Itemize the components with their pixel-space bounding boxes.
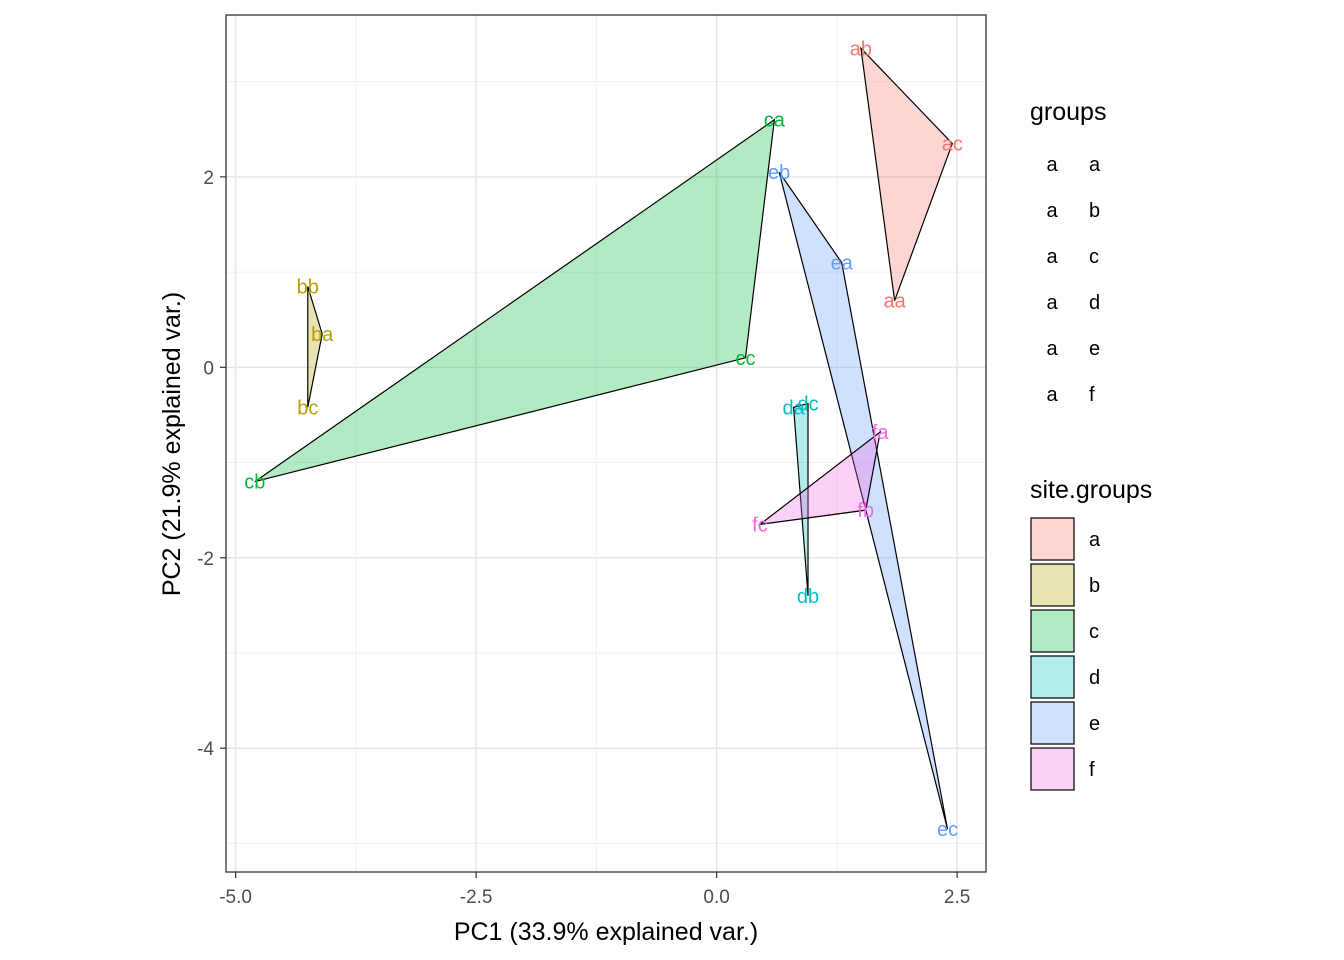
legend-site-label-b: b — [1089, 575, 1100, 597]
legend-groups-label-b: b — [1089, 200, 1100, 222]
legend-site-swatch-b — [1030, 563, 1075, 607]
legend-groups-key-b: a — [1046, 200, 1058, 222]
hull-c — [254, 118, 776, 483]
point-label-da: da — [782, 397, 805, 419]
legend-site-groups: site.groups a b c d e f — [1030, 476, 1152, 791]
legend-site-label-c: c — [1089, 621, 1099, 643]
legend-site-swatch-f — [1030, 747, 1075, 791]
point-label-bc: bc — [297, 397, 318, 419]
legend-site-swatch-a — [1030, 517, 1075, 561]
point-label-cc: cc — [735, 348, 755, 370]
y-axis-title: PC2 (21.9% explained var.) — [158, 292, 186, 596]
legend-site-groups-title: site.groups — [1030, 476, 1152, 504]
point-label-ea: ea — [831, 253, 854, 275]
hull-b — [307, 286, 323, 408]
x-axis-title: PC1 (33.9% explained var.) — [454, 918, 758, 946]
y-tick-label: 0 — [203, 358, 214, 379]
point-label-aa: aa — [883, 291, 906, 313]
legend-groups-label-d: d — [1089, 292, 1100, 314]
x-tick-label: 0.0 — [703, 887, 729, 908]
point-label-bb: bb — [297, 276, 319, 298]
legend-groups-label-e: e — [1089, 338, 1100, 360]
legend-groups-key-d: a — [1046, 292, 1058, 314]
point-label-cb: cb — [244, 472, 265, 494]
legend-site-label-f: f — [1089, 759, 1095, 781]
point-label-ac: ac — [942, 134, 963, 156]
legend-groups-key-a: a — [1046, 154, 1058, 176]
point-label-ba: ba — [311, 324, 334, 346]
point-label-fb: fb — [857, 500, 874, 522]
y-tick-label: -4 — [197, 739, 214, 760]
hull-e — [778, 171, 949, 830]
hull-f — [757, 430, 882, 526]
legend-site-swatch-c — [1030, 609, 1075, 653]
x-axis-ticks: -5.0 -2.5 0.0 2.5 — [219, 872, 970, 908]
legend-groups-key-f: a — [1046, 384, 1058, 406]
point-label-eb: eb — [768, 162, 790, 184]
hull-d — [792, 402, 809, 596]
point-label-ec: ec — [937, 819, 958, 841]
legend-groups-key-e: a — [1046, 338, 1058, 360]
panel-background — [226, 15, 986, 872]
y-tick-label: 2 — [203, 168, 214, 189]
point-labels: aa ab ac ba bb bc ca cb cc da db dc ea eb ec fa fb fc — [244, 38, 963, 841]
legend-site-swatch-d — [1030, 655, 1075, 699]
legend-groups-title: groups — [1030, 98, 1106, 126]
panel-border — [225, 14, 987, 873]
group-hulls — [254, 46, 954, 830]
y-axis-ticks: -4 -2 0 2 — [197, 168, 226, 760]
legend-site-label-e: e — [1089, 713, 1100, 735]
point-label-db: db — [797, 586, 819, 608]
point-label-ca: ca — [764, 110, 786, 132]
legend-groups-label-a: a — [1089, 154, 1101, 176]
x-tick-label: -2.5 — [460, 887, 493, 908]
point-label-ab: ab — [850, 38, 872, 60]
point-label-dc: dc — [797, 394, 818, 416]
point-label-fa: fa — [872, 422, 890, 444]
legend-site-label-a: a — [1089, 529, 1101, 551]
legend-groups-label-f: f — [1089, 384, 1095, 406]
legend-site-swatch-e — [1030, 701, 1075, 745]
y-tick-label: -2 — [197, 549, 214, 570]
grid-lines — [226, 15, 986, 872]
legend-groups-label-c: c — [1089, 246, 1099, 268]
point-label-fc: fc — [752, 514, 768, 536]
x-tick-label: 2.5 — [944, 887, 970, 908]
hull-a — [860, 46, 954, 301]
legend-site-label-d: d — [1089, 667, 1100, 689]
legend-groups: groups a a a b a c a d a e a f — [1030, 98, 1106, 406]
x-tick-label: -5.0 — [219, 887, 252, 908]
legend-groups-key-c: a — [1046, 246, 1058, 268]
